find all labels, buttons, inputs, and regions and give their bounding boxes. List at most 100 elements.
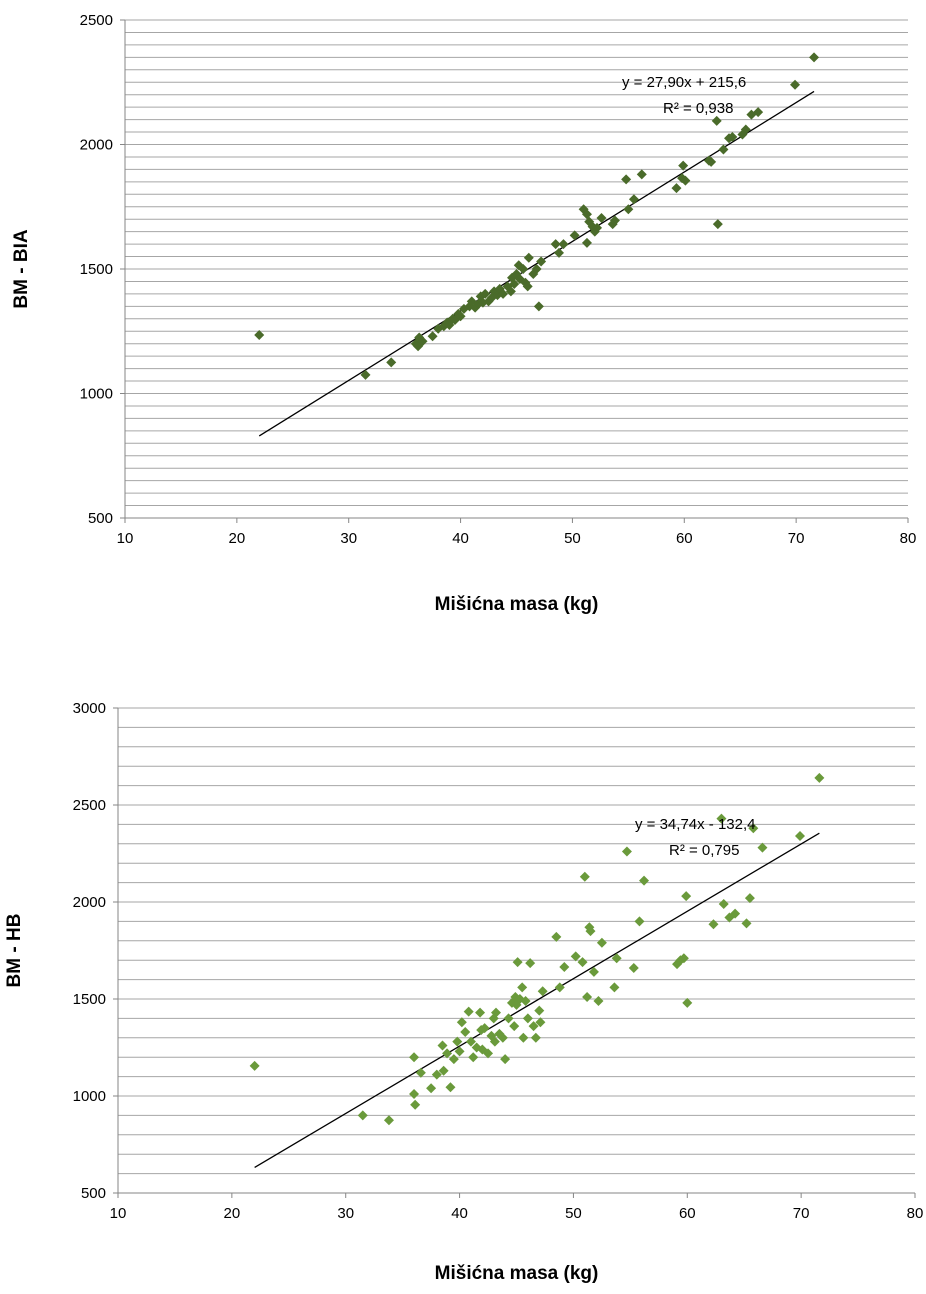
data-point <box>628 194 639 205</box>
y-tick-label: 2000 <box>73 894 106 911</box>
data-point <box>535 1017 546 1028</box>
data-point <box>809 52 820 63</box>
data-point <box>522 281 533 292</box>
data-point <box>500 1054 511 1065</box>
data-point <box>520 995 531 1006</box>
data-point <box>716 813 727 824</box>
data-point <box>536 256 547 267</box>
data-point <box>503 1013 514 1024</box>
data-point <box>554 247 565 258</box>
y-tick-label: 2000 <box>80 137 113 154</box>
data-point <box>550 239 561 250</box>
x-tick-label: 30 <box>337 1205 354 1222</box>
trendline-equation: y = 34,74x - 132,4 <box>635 816 756 833</box>
data-point <box>623 204 634 215</box>
x-tick-label: 50 <box>564 530 581 547</box>
data-point <box>497 1032 508 1043</box>
data-point <box>741 918 752 929</box>
data-point <box>718 144 729 155</box>
data-point <box>559 961 570 972</box>
data-point <box>581 209 592 220</box>
y-tick-label: 1500 <box>80 261 113 278</box>
x-tick-label: 60 <box>679 1205 696 1222</box>
x-tick-label: 40 <box>452 530 469 547</box>
x-tick-label: 30 <box>340 530 357 547</box>
data-point <box>609 215 620 226</box>
data-point <box>417 336 428 347</box>
x-tick-label: 80 <box>907 1205 924 1222</box>
y-tick-label: 1000 <box>73 1088 106 1105</box>
data-point <box>465 1036 476 1047</box>
data-point <box>460 1026 471 1037</box>
chart-bm-bia: 500 1000 1500 2000 2500 10 20 30 40 50 60 70 80 Mišić… <box>11 12 916 615</box>
data-point <box>634 916 645 927</box>
trendline <box>254 832 820 1168</box>
data-point <box>579 871 590 882</box>
data-point <box>426 1083 437 1094</box>
data-point <box>525 958 536 969</box>
data-point <box>491 1007 502 1018</box>
data-point <box>588 966 599 977</box>
data-point <box>475 1007 486 1018</box>
x-tick-label: 20 <box>224 1205 241 1222</box>
data-point <box>468 1052 479 1063</box>
data-point <box>489 1036 500 1047</box>
chart-bm-hb: 500 1000 1500 2000 2500 3000 10 20 30 40 50 60 70 80 M… <box>4 700 923 1284</box>
data-point <box>528 1021 539 1032</box>
data-point <box>442 1048 453 1059</box>
data-point <box>795 831 806 842</box>
data-point <box>569 230 580 241</box>
x-tick-label: 40 <box>451 1205 468 1222</box>
data-point <box>533 301 544 312</box>
data-point <box>748 823 759 834</box>
data-point <box>592 222 603 233</box>
trendline-r2: R² = 0,938 <box>663 100 733 117</box>
data-point <box>431 1069 442 1080</box>
data-point <box>730 908 741 919</box>
data-point <box>740 124 751 135</box>
data-point <box>357 1110 368 1121</box>
data-point <box>360 369 371 380</box>
data-point <box>530 1032 541 1043</box>
data-point <box>744 893 755 904</box>
data-point <box>570 951 581 962</box>
data-point <box>678 160 689 171</box>
data-point <box>757 842 768 853</box>
y-axis-title: BM - BIA <box>11 229 32 308</box>
x-axis-title: Mišićna masa (kg) <box>435 594 599 615</box>
data-point <box>706 156 717 167</box>
trendline-equation: y = 27,90x + 215,6 <box>622 74 746 91</box>
data-point <box>621 846 632 857</box>
data-point <box>628 962 639 973</box>
y-axis-title: BM - HB <box>4 914 25 988</box>
data-point <box>708 919 719 930</box>
data-point <box>554 982 565 993</box>
data-point <box>577 957 588 968</box>
y-tick-label: 500 <box>88 510 113 527</box>
data-point <box>448 1054 459 1065</box>
data-point <box>437 1040 448 1051</box>
data-point <box>537 986 548 997</box>
data-point <box>681 891 692 902</box>
data-point <box>518 1032 529 1043</box>
data-point <box>383 1115 394 1126</box>
data-point <box>534 1005 545 1016</box>
data-point <box>517 982 528 993</box>
data-point <box>522 1013 533 1024</box>
data-point <box>558 239 569 250</box>
data-point <box>454 1046 465 1057</box>
data-point <box>531 264 542 274</box>
data-point <box>682 997 693 1008</box>
trendline-r2: R² = 0,795 <box>669 842 739 859</box>
x-tick-label: 70 <box>788 530 805 547</box>
data-point <box>551 931 562 942</box>
x-tick-label: 80 <box>900 530 917 547</box>
x-tick-label: 50 <box>565 1205 582 1222</box>
data-point <box>463 1006 474 1017</box>
data-point <box>718 898 729 909</box>
x-tick-label: 10 <box>117 530 134 547</box>
data-point <box>506 997 517 1008</box>
y-tick-label: 2500 <box>80 12 113 29</box>
data-point <box>581 237 592 248</box>
data-point <box>678 953 689 964</box>
